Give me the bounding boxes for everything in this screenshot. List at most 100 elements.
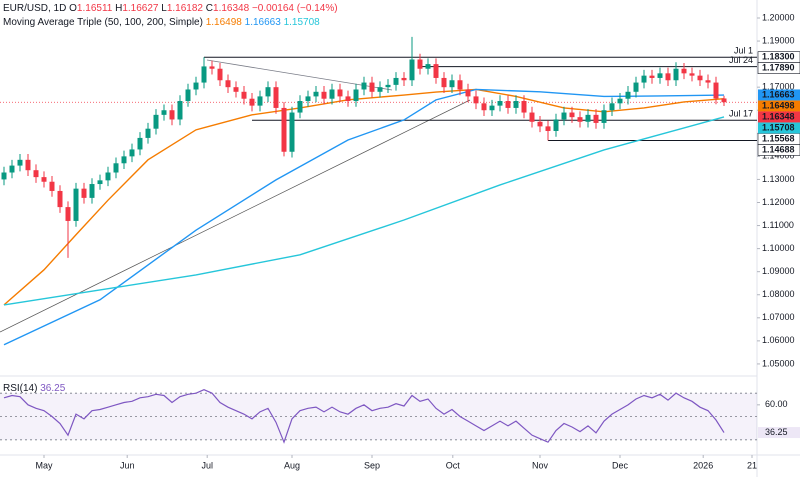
candle-body [529, 112, 535, 122]
candle-body [673, 68, 679, 81]
candle-body [329, 89, 335, 99]
y-tick-label: 1.17000 [762, 82, 795, 92]
candle-body [625, 91, 631, 99]
price-label-box [757, 144, 800, 156]
x-tick-label: Dec [612, 460, 629, 470]
level-note: Jul 24 [729, 55, 753, 65]
candle-body [601, 110, 607, 123]
y-tick-label: 1.06000 [762, 335, 795, 345]
candle-body [473, 96, 479, 104]
candle-body [249, 98, 255, 106]
x-tick-label: 2026 [693, 460, 713, 470]
price-label-box [758, 100, 800, 112]
rsi-badge-label: 36.25 [765, 427, 788, 437]
candle-body [617, 98, 623, 104]
legend-symbol: EUR/USD, 1D O1.16511 H1.16627 L1.16182 C… [3, 3, 338, 14]
candle-body [137, 137, 143, 150]
candle-body [17, 159, 23, 166]
y-tick-label: 1.07000 [762, 312, 795, 322]
candle-body [177, 101, 183, 120]
price-label-box [758, 111, 800, 123]
candle-body [353, 89, 359, 102]
x-tick-label: Jun [120, 460, 135, 470]
ohlc-label: H [115, 3, 123, 14]
price-label: 1.15708 [762, 122, 795, 132]
candle-body [193, 82, 199, 90]
x-tick-label: May [35, 460, 53, 470]
x-tick-label: Sep [364, 460, 380, 470]
candle-body [705, 80, 711, 83]
candle-body [313, 91, 319, 97]
candle-body [185, 89, 191, 102]
candle-body [417, 59, 423, 69]
rsi-band [0, 393, 757, 440]
candle-body [657, 73, 663, 78]
candle-body [457, 80, 463, 90]
candle-body [105, 172, 111, 181]
y-tick-label: 1.09000 [762, 266, 795, 276]
ma-values: 1.16498 1.16663 1.15708 [206, 17, 320, 28]
candle-body [337, 89, 343, 97]
x-tick-label: Oct [446, 460, 461, 470]
candle-body [257, 96, 263, 106]
candle-body [545, 126, 551, 131]
candle-body [41, 177, 47, 182]
candle-body [569, 112, 575, 118]
candle-body [681, 68, 687, 74]
moving-average [3, 88, 725, 306]
candle-body [241, 91, 247, 99]
candle-body [377, 87, 383, 92]
candle-body [441, 77, 447, 88]
candle-body [57, 190, 63, 208]
y-tick-label: 1.11000 [762, 220, 794, 230]
candle-body [369, 82, 375, 92]
candle-body [609, 103, 615, 111]
candle-body [585, 114, 591, 122]
price-label: 1.16348 [762, 111, 795, 121]
candle-body [433, 64, 439, 78]
candle-body [561, 112, 567, 120]
indicator: Moving Average Triple (50, 100, 200, Sim… [3, 17, 203, 28]
x-tick-label: Aug [284, 460, 300, 470]
candle-body [321, 91, 327, 99]
candle-body [497, 101, 503, 106]
y-tick-label: 1.08000 [762, 289, 795, 299]
candle-body [81, 188, 87, 198]
candle-body [49, 181, 55, 191]
candle-body [65, 207, 71, 221]
candle-body [265, 87, 271, 97]
candle-body [481, 103, 487, 111]
ohlc-label: O [69, 3, 77, 14]
y-tick-label: 1.13000 [762, 174, 795, 184]
ma-value: 1.16663 [244, 17, 281, 28]
candle-body [449, 80, 455, 88]
candle-body [641, 75, 647, 83]
candle-body [9, 165, 15, 173]
symbol: EUR/USD, 1D [3, 3, 67, 14]
price-label-box [758, 122, 800, 134]
trend-line [206, 59, 393, 91]
candle-body [345, 96, 351, 102]
candle-body [649, 75, 655, 78]
candle-body [721, 98, 727, 103]
rsi-tick-label: 60.00 [765, 399, 788, 409]
candle-body [385, 84, 391, 88]
candle-body [537, 121, 543, 127]
candle-body [281, 107, 287, 152]
moving-average [3, 116, 725, 306]
ohlc-value: 1.16627 [122, 3, 159, 14]
ohlc: O1.16511 H1.16627 L1.16182 C1.16348 [69, 3, 252, 14]
rsi-badge [758, 427, 800, 439]
candle-body [1, 172, 7, 180]
candle-body [409, 59, 415, 81]
level-note: Jul 1 [734, 46, 753, 56]
candle-body [89, 184, 95, 198]
rsi-title: RSI(14) [3, 383, 38, 394]
ma-value: 1.15708 [283, 17, 320, 28]
candle-body [393, 77, 399, 85]
candle-body [113, 163, 119, 173]
y-tick-label: 1.12000 [762, 197, 795, 207]
candle-body [225, 80, 231, 88]
candle-body [593, 114, 599, 123]
